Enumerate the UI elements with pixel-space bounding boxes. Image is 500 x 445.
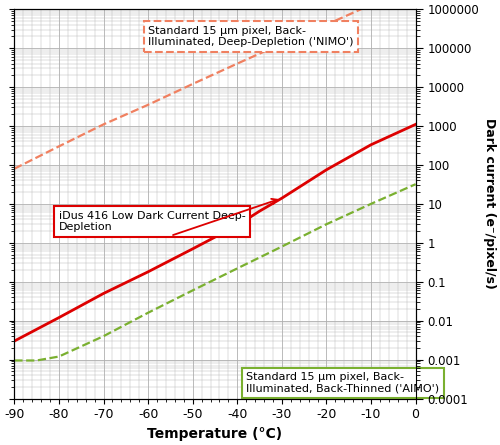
Text: iDus 416 Low Dark Current Deep-
Depletion: iDus 416 Low Dark Current Deep- Depletio…: [59, 211, 246, 232]
X-axis label: Temperature (°C): Temperature (°C): [148, 427, 282, 441]
Y-axis label: Dark current (e⁻/pixel/s): Dark current (e⁻/pixel/s): [483, 118, 496, 289]
Text: Standard 15 μm pixel, Back-
Illuminated, Deep-Depletion ('NIMO'): Standard 15 μm pixel, Back- Illuminated,…: [148, 25, 354, 47]
Text: Standard 15 μm pixel, Back-
Illuminated, Back-Thinned ('AIMO'): Standard 15 μm pixel, Back- Illuminated,…: [246, 372, 440, 394]
